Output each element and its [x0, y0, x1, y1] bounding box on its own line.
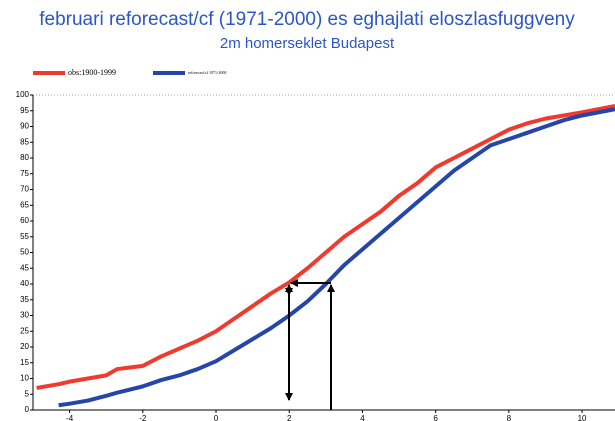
- annotation-arrows: [285, 279, 335, 410]
- x-tick-label: 4: [360, 414, 365, 421]
- y-tick-label: 55: [20, 232, 29, 241]
- y-tick-label: 100: [16, 90, 30, 99]
- x-tick-label: 2: [287, 414, 292, 421]
- x-tick-label: -2: [139, 414, 147, 421]
- y-tick-label: 80: [20, 153, 29, 162]
- chart-subtitle: 2m homerseklet Budapest: [220, 35, 395, 52]
- x-tick-label: 0: [214, 414, 219, 421]
- series-line: [36, 104, 615, 390]
- y-tick-label: 30: [20, 311, 29, 320]
- x-tick-label: 6: [433, 414, 438, 421]
- y-tick-label: 0: [25, 405, 30, 414]
- y-tick-label: 90: [20, 122, 29, 131]
- series-line: [58, 107, 615, 408]
- y-tick-label: 85: [20, 137, 29, 146]
- y-tick-label: 15: [20, 358, 29, 367]
- x-tick-label: -4: [66, 414, 74, 421]
- plot-area: 0510152025303540455055606570758085909510…: [16, 90, 615, 421]
- chart-title: februari reforecast/cf (1971-2000) es eg…: [39, 9, 575, 30]
- y-tick-label: 50: [20, 248, 29, 257]
- y-tick-label: 70: [20, 185, 29, 194]
- y-tick-label: 75: [20, 169, 29, 178]
- x-tick-label: 8: [507, 414, 512, 421]
- y-tick-label: 5: [25, 389, 30, 398]
- y-tick-label: 60: [20, 216, 29, 225]
- legend-label: obs:1900-1999: [68, 68, 116, 77]
- y-tick-label: 25: [20, 326, 29, 335]
- y-tick-label: 95: [20, 106, 29, 115]
- legend-label: reforecast/cf 1971-2000: [188, 70, 226, 75]
- y-tick-label: 40: [20, 279, 29, 288]
- y-tick-label: 20: [20, 342, 29, 351]
- y-tick-label: 45: [20, 263, 29, 272]
- y-tick-label: 10: [20, 374, 29, 383]
- y-tick-label: 65: [20, 200, 29, 209]
- y-tick-label: 35: [20, 295, 29, 304]
- x-tick-label: 10: [578, 414, 587, 421]
